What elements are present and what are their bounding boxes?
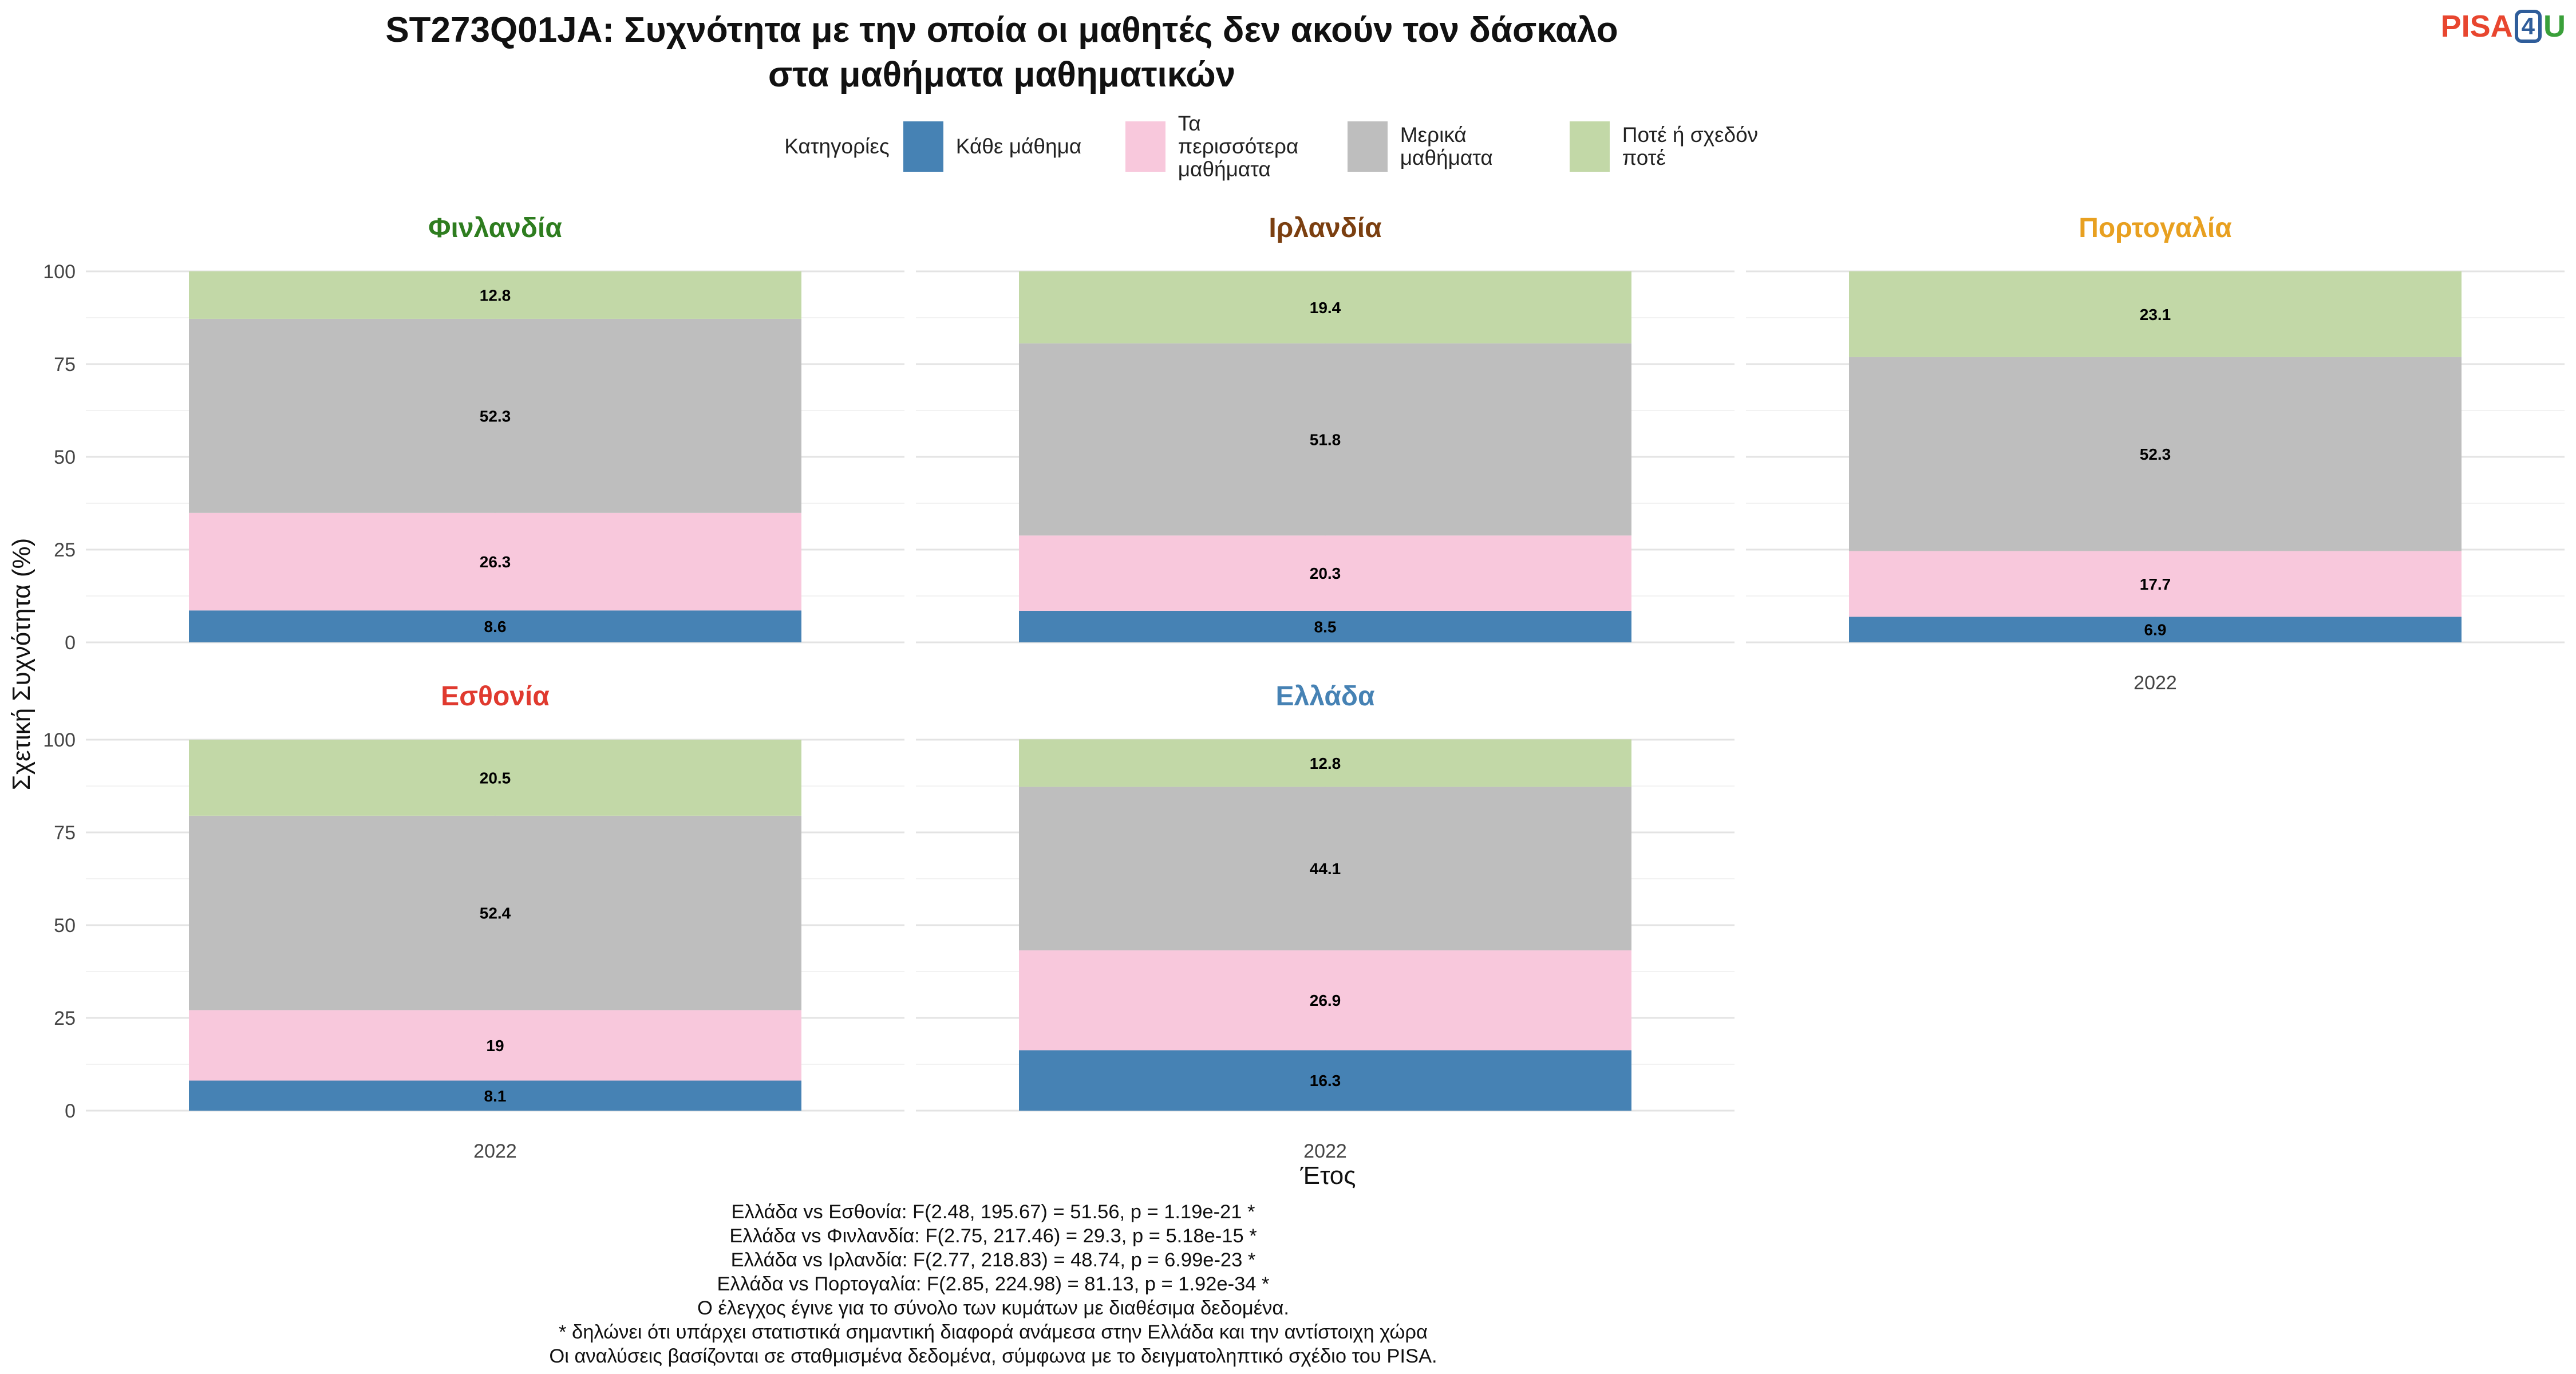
data-label: 17.7 bbox=[2140, 575, 2171, 593]
bar-segment bbox=[1849, 271, 2462, 357]
bar-segment bbox=[1019, 610, 1631, 642]
data-label: 20.3 bbox=[1310, 564, 1341, 582]
bar-segment bbox=[1019, 787, 1631, 951]
data-label: 52.3 bbox=[2140, 445, 2171, 463]
data-label: 26.3 bbox=[480, 553, 511, 571]
bar-segment bbox=[189, 271, 801, 319]
bar-segment bbox=[189, 318, 801, 513]
legend-item-never: Ποτέ ή σχεδόν ποτέ bbox=[1569, 121, 1771, 172]
legend-item-most-lessons: Τα περισσότερα μαθήματα bbox=[1125, 112, 1327, 181]
note-portugal-test: Ελλάδα vs Πορτογαλία: F(2.85, 224.98) = … bbox=[717, 1273, 1270, 1295]
pisa4u-logo: PISA 4 U bbox=[2441, 8, 2566, 45]
panel-φινλανδια-title: Φινλανδία bbox=[428, 213, 562, 243]
legend-label-some-lessons: Μερικά μαθήματα bbox=[1400, 123, 1493, 169]
x-axis-title: Έτος bbox=[1300, 1162, 1356, 1190]
legend-title: Κατηγορίες bbox=[784, 135, 890, 158]
bar-segment bbox=[1019, 739, 1631, 787]
panel-εσθονια-title: Εσθονία bbox=[441, 681, 550, 712]
legend-swatch-some-lessons bbox=[1347, 121, 1388, 172]
data-label: 52.3 bbox=[480, 407, 511, 425]
note-estonia-test: Ελλάδα vs Εσθονία: F(2.48, 195.67) = 51.… bbox=[731, 1201, 1255, 1223]
note-ireland-test: Ελλάδα vs Ιρλανδία: F(2.77, 218.83) = 48… bbox=[730, 1249, 1256, 1271]
logo-four-badge: 4 bbox=[2514, 10, 2542, 43]
data-label: 8.6 bbox=[484, 618, 507, 635]
bar-segment bbox=[189, 1010, 801, 1081]
data-label: 19.4 bbox=[1310, 299, 1341, 317]
data-label: 8.1 bbox=[484, 1087, 507, 1105]
data-label: 12.8 bbox=[480, 286, 511, 304]
data-label: 52.4 bbox=[480, 905, 511, 922]
y-tick-label: 75 bbox=[54, 354, 76, 376]
bar-segment bbox=[1019, 271, 1631, 344]
data-label: 6.9 bbox=[2144, 621, 2167, 639]
bar-segment bbox=[1019, 950, 1631, 1051]
bar-segment bbox=[1019, 1050, 1631, 1111]
note-finland-test: Ελλάδα vs Φινλανδία: F(2.75, 217.46) = 2… bbox=[729, 1225, 1257, 1247]
legend-swatch-never bbox=[1569, 121, 1610, 172]
x-tick-label: 2022 bbox=[2134, 672, 2177, 694]
legend-label-never: Ποτέ ή σχεδόν ποτέ bbox=[1622, 123, 1759, 169]
note-significance: * δηλώνει ότι υπάρχει στατιστικά σημαντι… bbox=[559, 1321, 1428, 1343]
y-tick-label: 25 bbox=[54, 1008, 76, 1029]
legend-label-most-lessons: Τα περισσότερα μαθήματα bbox=[1178, 112, 1299, 181]
y-tick-label: 0 bbox=[65, 1100, 76, 1122]
panel-πορτογαλια-title: Πορτογαλία bbox=[2079, 213, 2232, 243]
legend-swatch-most-lessons bbox=[1125, 121, 1165, 172]
panel-ελλαδα-title: Ελλάδα bbox=[1276, 681, 1375, 712]
bar-segment bbox=[189, 1080, 801, 1111]
data-label: 8.5 bbox=[1314, 618, 1337, 635]
bar-segment bbox=[189, 740, 801, 816]
data-label: 16.3 bbox=[1310, 1072, 1341, 1089]
chart-title: ST273Q01JA: Συχνότητα με την οποία οι μα… bbox=[0, 8, 2004, 97]
data-label: 26.9 bbox=[1310, 992, 1341, 1009]
panel-ιρλανδια-title: Ιρλανδία bbox=[1269, 213, 1382, 243]
y-tick-label: 75 bbox=[54, 822, 76, 844]
data-label: 19 bbox=[486, 1037, 504, 1055]
note-weighting: Οι αναλύσεις βασίζονται σε σταθμισμένα δ… bbox=[549, 1345, 1437, 1367]
y-tick-label: 100 bbox=[43, 729, 76, 751]
bar-segment bbox=[1849, 617, 2462, 642]
y-tick-label: 0 bbox=[65, 632, 76, 654]
y-tick-label: 25 bbox=[54, 539, 76, 561]
legend-label-every-lesson: Κάθε μάθημα bbox=[955, 135, 1082, 158]
chart-title-line-1: ST273Q01JA: Συχνότητα με την οποία οι μα… bbox=[385, 10, 1618, 50]
legend-swatch-every-lesson bbox=[903, 121, 943, 172]
bar-segment bbox=[189, 610, 801, 642]
bar-segment bbox=[1019, 343, 1631, 536]
logo-u-text: U bbox=[2543, 9, 2566, 44]
bar-segment bbox=[189, 512, 801, 611]
x-tick-label: 2022 bbox=[473, 1140, 517, 1162]
bar-segment bbox=[1019, 535, 1631, 611]
data-label: 51.8 bbox=[1310, 431, 1341, 449]
logo-pisa-text: PISA bbox=[2440, 9, 2513, 44]
bar-segment bbox=[1849, 551, 2462, 617]
data-label: 20.5 bbox=[480, 769, 511, 787]
y-tick-label: 50 bbox=[54, 915, 76, 937]
bar-segment bbox=[1849, 357, 2462, 551]
y-tick-label: 100 bbox=[43, 261, 76, 283]
y-axis-title: Σχετική Συχνότητα (%) bbox=[7, 538, 35, 791]
data-label: 23.1 bbox=[2140, 306, 2171, 323]
legend-item-some-lessons: Μερικά μαθήματα bbox=[1347, 121, 1549, 172]
data-label: 44.1 bbox=[1310, 860, 1341, 878]
x-tick-label: 2022 bbox=[1303, 1140, 1347, 1162]
chart-legend: Κατηγορίες Κάθε μάθημα Τα περισσότερα μα… bbox=[0, 112, 2576, 181]
note-test-scope: Ο έλεγχος έγινε για το σύνολο των κυμάτω… bbox=[697, 1297, 1289, 1319]
data-label: 12.8 bbox=[1310, 755, 1341, 772]
chart-notes: Ελλάδα vs Εσθονία: F(2.48, 195.67) = 51.… bbox=[0, 1200, 1986, 1368]
bar-segment bbox=[189, 815, 801, 1010]
y-tick-label: 50 bbox=[54, 447, 76, 468]
chart-title-line-2: στα μαθήματα μαθηματικών bbox=[768, 55, 1236, 94]
legend-item-every-lesson: Κάθε μάθημα bbox=[903, 121, 1105, 172]
